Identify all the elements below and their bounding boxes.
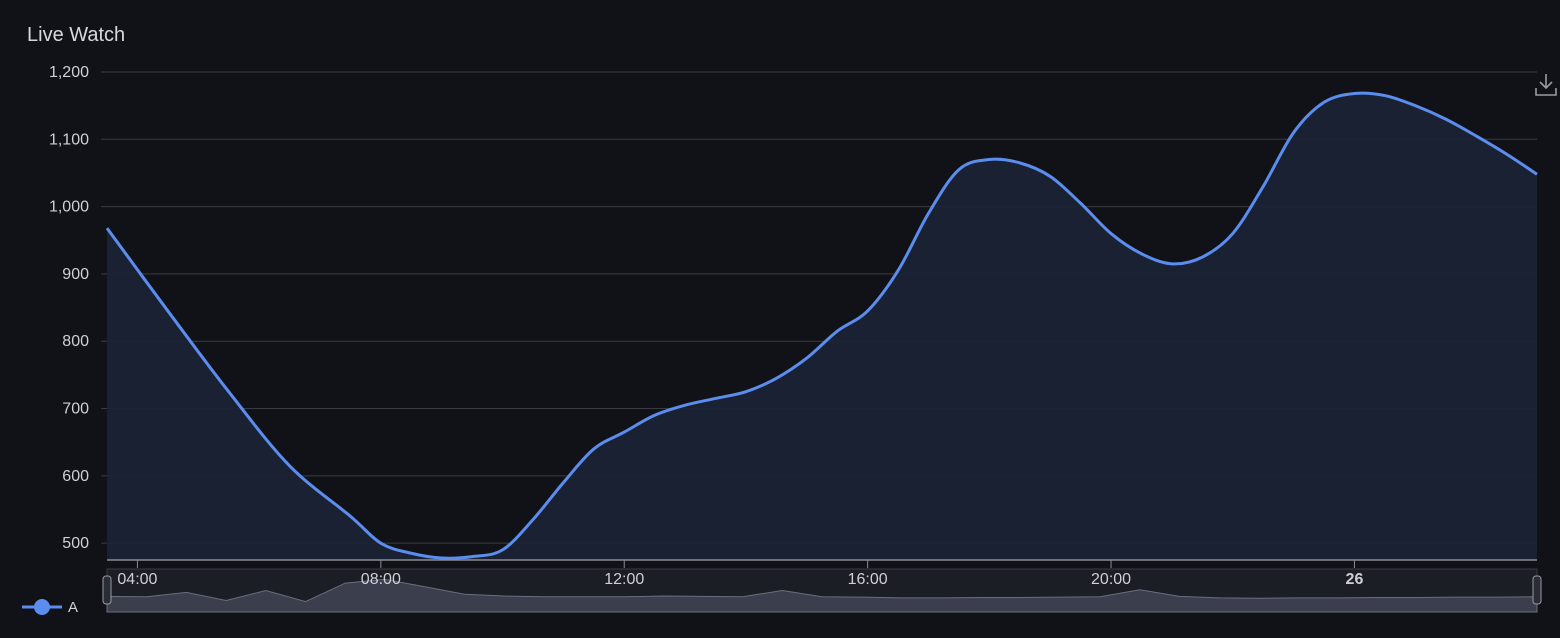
x-tick-label: 08:00 — [361, 571, 401, 588]
x-tick-label: 12:00 — [604, 571, 644, 588]
y-tick-label: 900 — [62, 266, 89, 283]
legend-item-a[interactable]: A — [22, 596, 78, 618]
legend-label: A — [68, 598, 79, 616]
y-tick-label: 600 — [62, 468, 89, 485]
legend-marker-icon — [22, 599, 62, 615]
x-tick-label: 26 — [1346, 571, 1364, 588]
y-tick-label: 1,200 — [49, 64, 89, 81]
series-a-area — [107, 93, 1537, 560]
series-a-line — [105, 91, 1538, 560]
navigator-series — [106, 578, 1538, 613]
y-tick-label: 1,000 — [49, 199, 89, 216]
panel-title: Live Watch — [27, 24, 126, 46]
x-tick-label: 04:00 — [117, 571, 157, 588]
y-tick-label: 1,100 — [49, 131, 89, 148]
x-tick-label: 16:00 — [848, 571, 888, 588]
y-tick-label: 700 — [62, 401, 89, 418]
navigator-handle-left[interactable] — [102, 575, 112, 605]
download-icon — [1535, 74, 1557, 96]
navigator-handle-right[interactable] — [1532, 575, 1542, 605]
x-tick-label: 20:00 — [1091, 571, 1131, 588]
y-tick-label: 500 — [62, 535, 89, 552]
download-button[interactable] — [1532, 70, 1560, 100]
y-tick-label: 800 — [62, 333, 89, 350]
